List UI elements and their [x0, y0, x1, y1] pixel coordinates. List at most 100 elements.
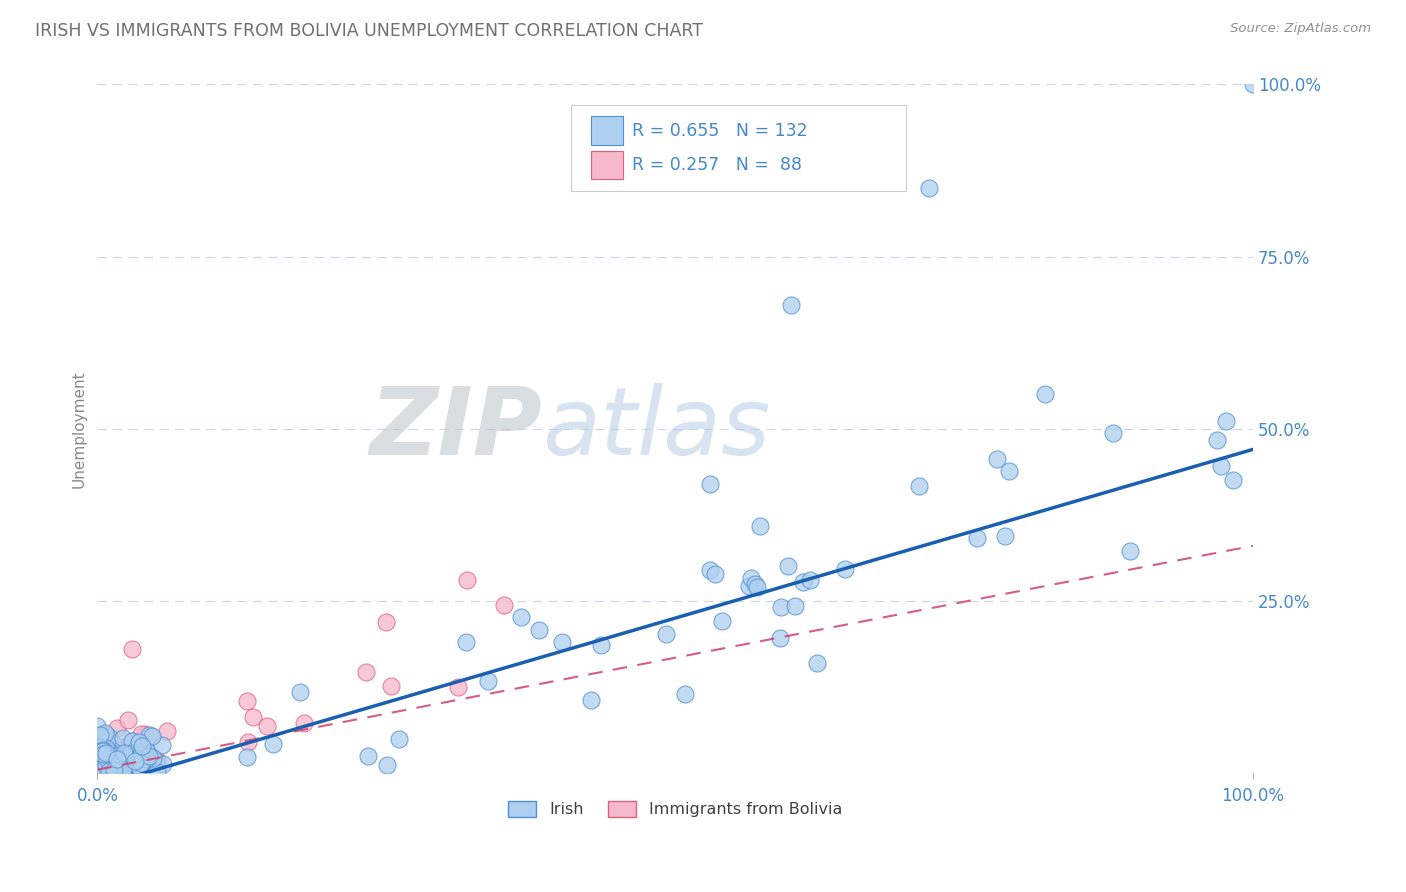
Point	[799, 573, 821, 587]
Point	[477, 673, 499, 688]
Point	[447, 681, 470, 695]
Point	[87, 735, 110, 749]
Point	[93, 759, 115, 773]
Point	[111, 764, 134, 779]
Point	[100, 747, 122, 761]
Point	[128, 735, 150, 749]
Point	[527, 623, 550, 637]
Point	[510, 610, 533, 624]
Point	[100, 749, 122, 764]
Point	[115, 759, 138, 773]
Point	[89, 760, 111, 774]
Point	[90, 740, 112, 755]
Point	[86, 764, 108, 778]
Point	[112, 731, 135, 745]
Point	[747, 580, 769, 594]
Point	[112, 741, 135, 756]
Point	[101, 749, 124, 764]
Point	[834, 562, 856, 576]
Point	[136, 748, 159, 763]
Point	[98, 764, 121, 779]
Point	[235, 694, 257, 708]
Point	[103, 759, 125, 773]
Point	[749, 519, 772, 533]
Point	[107, 754, 129, 768]
Point	[104, 756, 127, 771]
Point	[93, 743, 115, 757]
Point	[779, 298, 801, 312]
Point	[89, 755, 111, 769]
Point	[112, 747, 135, 761]
Point	[114, 763, 136, 777]
Point	[110, 757, 132, 772]
Point	[98, 731, 121, 746]
Point	[134, 753, 156, 767]
Point	[290, 685, 312, 699]
Point	[97, 744, 120, 758]
Point	[117, 750, 139, 764]
Point	[357, 748, 380, 763]
Point	[117, 748, 139, 763]
Point	[105, 752, 128, 766]
Point	[135, 755, 157, 769]
Point	[986, 451, 1008, 466]
Point	[93, 741, 115, 756]
Point	[97, 743, 120, 757]
Point	[1102, 426, 1125, 441]
Point	[1215, 414, 1237, 428]
Point	[579, 693, 602, 707]
Point	[97, 753, 120, 767]
Point	[108, 762, 131, 776]
Point	[107, 758, 129, 772]
Point	[90, 763, 112, 777]
Point	[966, 531, 988, 545]
Point	[91, 744, 114, 758]
Point	[121, 734, 143, 748]
Point	[98, 765, 121, 780]
Point	[492, 599, 515, 613]
Point	[120, 746, 142, 760]
Point	[86, 756, 108, 770]
Point	[86, 719, 108, 733]
Y-axis label: Unemployment: Unemployment	[72, 370, 86, 488]
Point	[141, 729, 163, 743]
Point	[97, 765, 120, 780]
Point	[96, 756, 118, 770]
Point	[738, 579, 761, 593]
Bar	[591, 116, 623, 145]
Point	[101, 764, 124, 778]
Point	[145, 755, 167, 769]
Point	[104, 748, 127, 763]
Point	[115, 761, 138, 775]
Point	[134, 726, 156, 740]
Point	[91, 758, 114, 772]
Point	[104, 755, 127, 769]
Point	[1118, 544, 1140, 558]
Point	[94, 736, 117, 750]
Point	[107, 762, 129, 776]
Point	[98, 764, 121, 779]
Point	[236, 749, 259, 764]
Point	[103, 756, 125, 770]
Point	[138, 728, 160, 742]
Point	[1209, 459, 1232, 474]
Point	[129, 747, 152, 761]
Point	[783, 599, 806, 614]
Point	[121, 756, 143, 770]
Point	[356, 665, 378, 680]
Point	[591, 638, 613, 652]
Point	[792, 574, 814, 589]
Point	[103, 737, 125, 751]
Point	[262, 738, 284, 752]
Point	[96, 760, 118, 774]
Point	[98, 753, 121, 767]
Point	[124, 739, 146, 753]
Point	[806, 656, 828, 670]
Point	[93, 743, 115, 757]
Point	[655, 626, 678, 640]
Point	[242, 709, 264, 723]
Point	[91, 747, 114, 761]
Point	[138, 746, 160, 760]
Text: ZIP: ZIP	[370, 383, 543, 475]
Point	[152, 757, 174, 772]
